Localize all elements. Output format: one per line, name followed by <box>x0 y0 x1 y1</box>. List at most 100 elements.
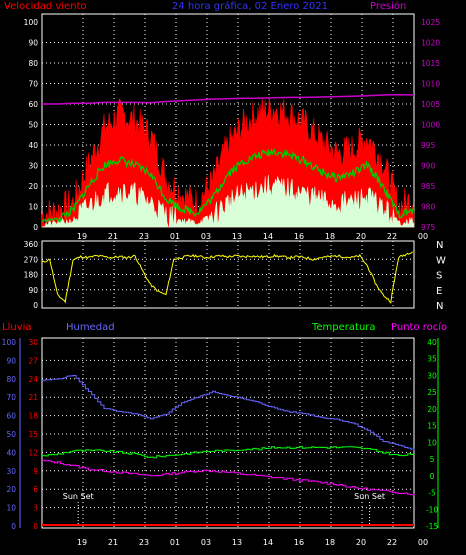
temperature-tick-label: 5 <box>430 455 435 464</box>
x-tick-label: 23 <box>139 538 149 547</box>
x-tick-label: 00 <box>418 232 428 241</box>
temperature-tick-label: 10 <box>427 438 437 447</box>
x-tick-label: 03 <box>201 232 211 241</box>
direction-tick-label: 360 <box>24 240 39 249</box>
pressure-line <box>42 93 415 105</box>
rain-tick-label: 6 <box>33 485 38 494</box>
x-tick-label: 18 <box>325 232 335 241</box>
humidity-tick-label: 90 <box>6 356 16 365</box>
pressure-tick-label: 1020 <box>421 39 440 48</box>
chart-title: 24 hora gráfica, 02 Enero 2021 <box>172 0 328 12</box>
rain-tick-label: 9 <box>33 467 38 476</box>
pressure-tick-label: 1025 <box>421 18 440 27</box>
humidity-tick-label: 30 <box>6 467 16 476</box>
dewpoint-axis-title: Punto rocío <box>391 321 447 333</box>
x-tick-label: 01 <box>170 232 180 241</box>
compass-label: N <box>436 301 443 312</box>
wind-tick-label: 40 <box>28 141 38 150</box>
rain-tick-label: 24 <box>28 375 38 384</box>
wind-tick-label: 80 <box>28 59 38 68</box>
humidity-tick-label: 20 <box>6 485 16 494</box>
humidity-tick-label: 10 <box>6 504 16 513</box>
pressure-axis-title: Presión <box>370 0 406 12</box>
temperature-tick-label: 40 <box>427 338 437 347</box>
compass-label: W <box>436 255 446 266</box>
temperature-tick-label: 30 <box>427 371 437 380</box>
pressure-tick-label: 1000 <box>421 121 440 130</box>
humidity-tick-label: 100 <box>2 338 17 347</box>
compass-label: S <box>436 271 442 282</box>
direction-tick-label: 90 <box>28 286 38 295</box>
sunset-label: Sun Set <box>354 492 385 501</box>
x-tick-label: 03 <box>201 538 211 547</box>
x-tick-label: 14 <box>263 232 273 241</box>
wind-axis-title: Velocidad viento <box>4 1 87 12</box>
x-tick-label: 22 <box>387 538 397 547</box>
humidity-tick-label: 70 <box>6 393 16 402</box>
sunset-label: Sun Set <box>63 492 94 501</box>
pressure-tick-label: 990 <box>421 162 436 171</box>
compass-label: E <box>436 286 442 297</box>
direction-tick-label: 0 <box>33 301 38 310</box>
x-tick-label: 21 <box>108 538 118 547</box>
temperature-tick-label: -5 <box>428 489 436 498</box>
rain-tick-label: 30 <box>28 338 38 347</box>
humidity-tick-label: 50 <box>6 430 16 439</box>
wind-tick-label: 50 <box>28 121 38 130</box>
humidity-panel-plot: Sun Set Sun Set <box>42 375 415 526</box>
wind-tick-label: 70 <box>28 80 38 89</box>
wind-tick-label: 20 <box>28 182 38 191</box>
temperature-axis-title: Temperatura <box>311 322 376 333</box>
x-tick-label: 13 <box>232 232 242 241</box>
wind-tick-label: 100 <box>24 18 39 27</box>
pressure-tick-label: 980 <box>421 203 436 212</box>
direction-panel-plot <box>41 251 414 304</box>
humidity-tick-label: 0 <box>11 522 16 531</box>
rain-axis-title: Lluvia <box>2 322 32 333</box>
pressure-tick-label: 995 <box>421 141 436 150</box>
wind-tick-label: 10 <box>28 203 38 212</box>
temperature-line <box>42 446 415 459</box>
rain-tick-label: 12 <box>28 448 38 457</box>
wind-tick-label: 90 <box>28 39 38 48</box>
axis-labels: 1009080706050403020100102510201015101010… <box>2 18 446 547</box>
humidity-tick-label: 40 <box>6 448 16 457</box>
temperature-tick-label: 25 <box>427 388 437 397</box>
wind-tick-label: 30 <box>28 162 38 171</box>
temperature-tick-label: 0 <box>430 472 435 481</box>
wind-direction-line <box>41 251 414 304</box>
rain-tick-label: 15 <box>28 430 38 439</box>
compass-label: N <box>436 240 443 251</box>
x-tick-label: 23 <box>139 232 149 241</box>
wind-min-area <box>41 174 415 228</box>
humidity-axis-title: Humedad <box>66 322 115 333</box>
temperature-tick-label: -15 <box>426 522 438 531</box>
x-tick-label: 19 <box>77 538 87 547</box>
humidity-line <box>42 375 415 451</box>
temperature-tick-label: 15 <box>427 422 437 431</box>
temperature-tick-label: -10 <box>426 505 438 514</box>
pressure-tick-label: 985 <box>421 182 436 191</box>
wind-avg-line <box>41 147 415 223</box>
wind-tick-label: 60 <box>28 100 38 109</box>
direction-tick-label: 270 <box>24 255 39 264</box>
x-tick-label: 20 <box>356 538 366 547</box>
rain-tick-label: 18 <box>28 412 38 421</box>
rain-tick-label: 21 <box>28 393 38 402</box>
pressure-tick-label: 1010 <box>421 80 440 89</box>
pressure-tick-label: 1005 <box>421 100 440 109</box>
rain-tick-label: 0 <box>33 522 38 531</box>
x-tick-label: 14 <box>263 538 273 547</box>
rain-tick-label: 27 <box>28 356 38 365</box>
pressure-tick-label: 1015 <box>421 59 440 68</box>
x-tick-label: 19 <box>77 232 87 241</box>
humidity-tick-label: 60 <box>6 412 16 421</box>
x-tick-label: 18 <box>325 538 335 547</box>
x-tick-label: 01 <box>170 538 180 547</box>
x-tick-label: 00 <box>418 538 428 547</box>
x-tick-label: 22 <box>387 232 397 241</box>
temperature-tick-label: 20 <box>427 405 437 414</box>
rain-tick-label: 3 <box>33 504 38 513</box>
direction-panel-grid <box>42 241 414 308</box>
